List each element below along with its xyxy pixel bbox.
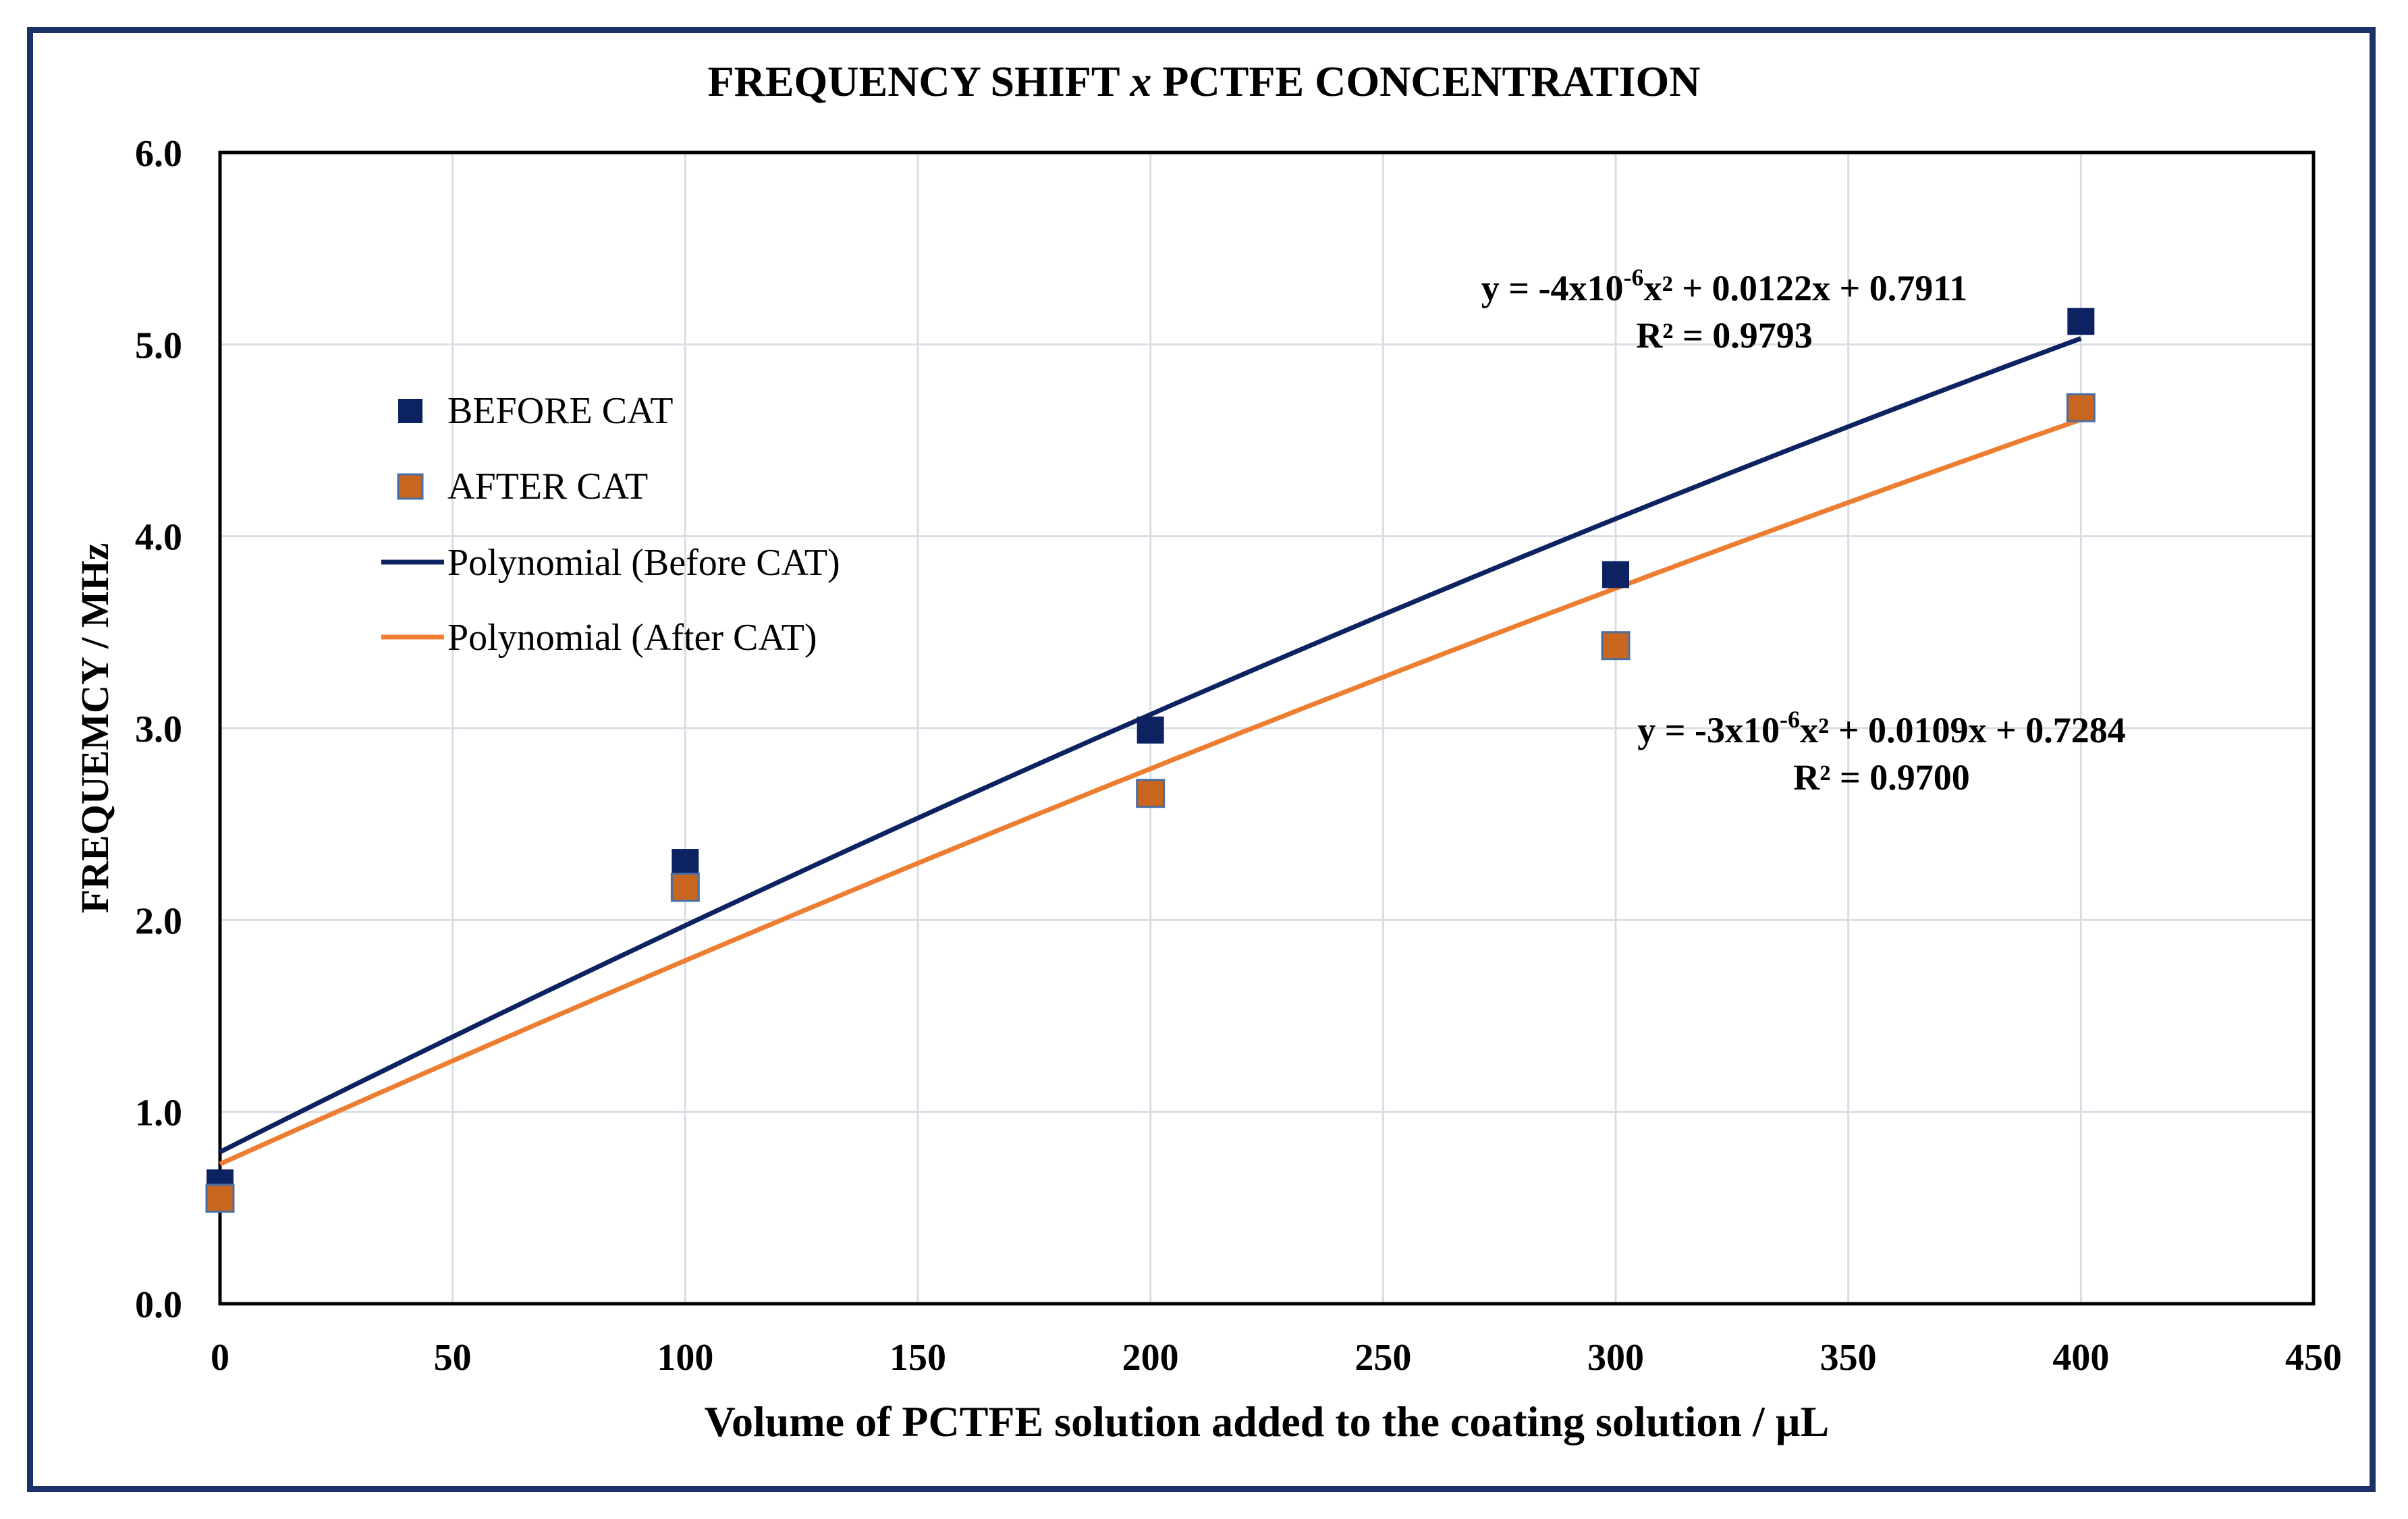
trendlines — [219, 336, 2082, 1167]
gridlines — [220, 153, 2314, 1304]
x-tick-label: 0 — [211, 1337, 229, 1379]
legend-label-poly-after: Polynomial (After CAT) — [447, 617, 817, 659]
legend-label-poly-before: Polynomial (Before CAT) — [447, 542, 840, 584]
x-tick-label: 200 — [1122, 1337, 1179, 1379]
y-tick-label: 1.0 — [135, 1093, 182, 1134]
point-after-cat — [670, 873, 700, 902]
point-after-cat — [1601, 631, 1631, 661]
legend-marker-after-cat — [397, 473, 424, 500]
chart-frame — [27, 27, 2376, 1492]
equation-after-prefix: y = -3x10 — [1637, 710, 1780, 750]
plot-area — [218, 150, 2316, 1306]
x-tick-label: 450 — [2285, 1337, 2342, 1379]
chart-title-italic: x — [1129, 57, 1151, 105]
x-tick-label: 50 — [434, 1337, 472, 1379]
x-tick-labels: 0 50 100 150 200 250 300 350 400 450 — [211, 1337, 2342, 1379]
x-tick-label: 400 — [2052, 1337, 2109, 1379]
point-after-cat — [205, 1184, 235, 1213]
data-points — [205, 308, 2096, 1213]
point-after-cat — [1136, 779, 1166, 808]
equation-before-exponent: -6 — [1624, 264, 1644, 291]
equation-after-cat: y = -3x10-6x² + 0.0109x + 0.7284 — [1637, 706, 2126, 750]
x-tick-label: 350 — [1820, 1337, 1877, 1379]
y-tick-label: 5.0 — [135, 325, 182, 366]
legend-label-before-cat: BEFORE CAT — [447, 390, 674, 432]
y-axis-label: FREQUEMCY / MHz — [73, 543, 117, 914]
r2-before-cat: R² = 0.9793 — [1636, 315, 1812, 356]
y-tick-labels: 0.0 1.0 2.0 3.0 4.0 5.0 6.0 — [135, 133, 182, 1326]
point-before-cat — [2067, 308, 2095, 335]
point-after-cat — [2066, 393, 2096, 422]
equation-after-suffix: x² + 0.0109x + 0.7284 — [1800, 710, 2126, 750]
x-tick-label: 250 — [1354, 1337, 1411, 1379]
equation-after-exponent: -6 — [1780, 706, 1800, 733]
trendline-before-cat — [219, 336, 2082, 1155]
legend-marker-before-cat — [398, 399, 422, 423]
equation-before-prefix: y = -4x10 — [1481, 268, 1624, 308]
chart-title-part1: FREQUENCY SHIFT — [708, 57, 1130, 105]
y-tick-label: 6.0 — [135, 133, 182, 175]
chart-title-part2: PCTFE CONCENTRATION — [1151, 57, 1700, 105]
equation-before-cat: y = -4x10-6x² + 0.0122x + 0.7911 — [1481, 264, 1968, 308]
x-tick-label: 100 — [657, 1337, 713, 1379]
legend: BEFORE CAT AFTER CAT Polynomial (Before … — [381, 390, 840, 659]
equation-before-suffix: x² + 0.0122x + 0.7911 — [1644, 268, 1968, 308]
r2-after-cat: R² = 0.9700 — [1793, 757, 1969, 798]
chart-title: FREQUENCY SHIFT x PCTFE CONCENTRATION — [708, 57, 1701, 105]
y-tick-label: 3.0 — [135, 709, 182, 750]
trendline-after-cat — [219, 417, 2082, 1167]
y-tick-label: 0.0 — [135, 1284, 182, 1326]
x-axis-label: Volume of PCTFE solution added to the co… — [705, 1398, 1830, 1445]
y-tick-label: 2.0 — [135, 900, 182, 942]
point-before-cat — [672, 849, 699, 877]
x-tick-label: 300 — [1587, 1337, 1644, 1379]
x-tick-label: 150 — [890, 1337, 946, 1379]
point-before-cat — [1602, 561, 1629, 588]
legend-label-after-cat: AFTER CAT — [447, 466, 648, 507]
point-before-cat — [1137, 716, 1164, 744]
y-tick-label: 4.0 — [135, 517, 182, 559]
